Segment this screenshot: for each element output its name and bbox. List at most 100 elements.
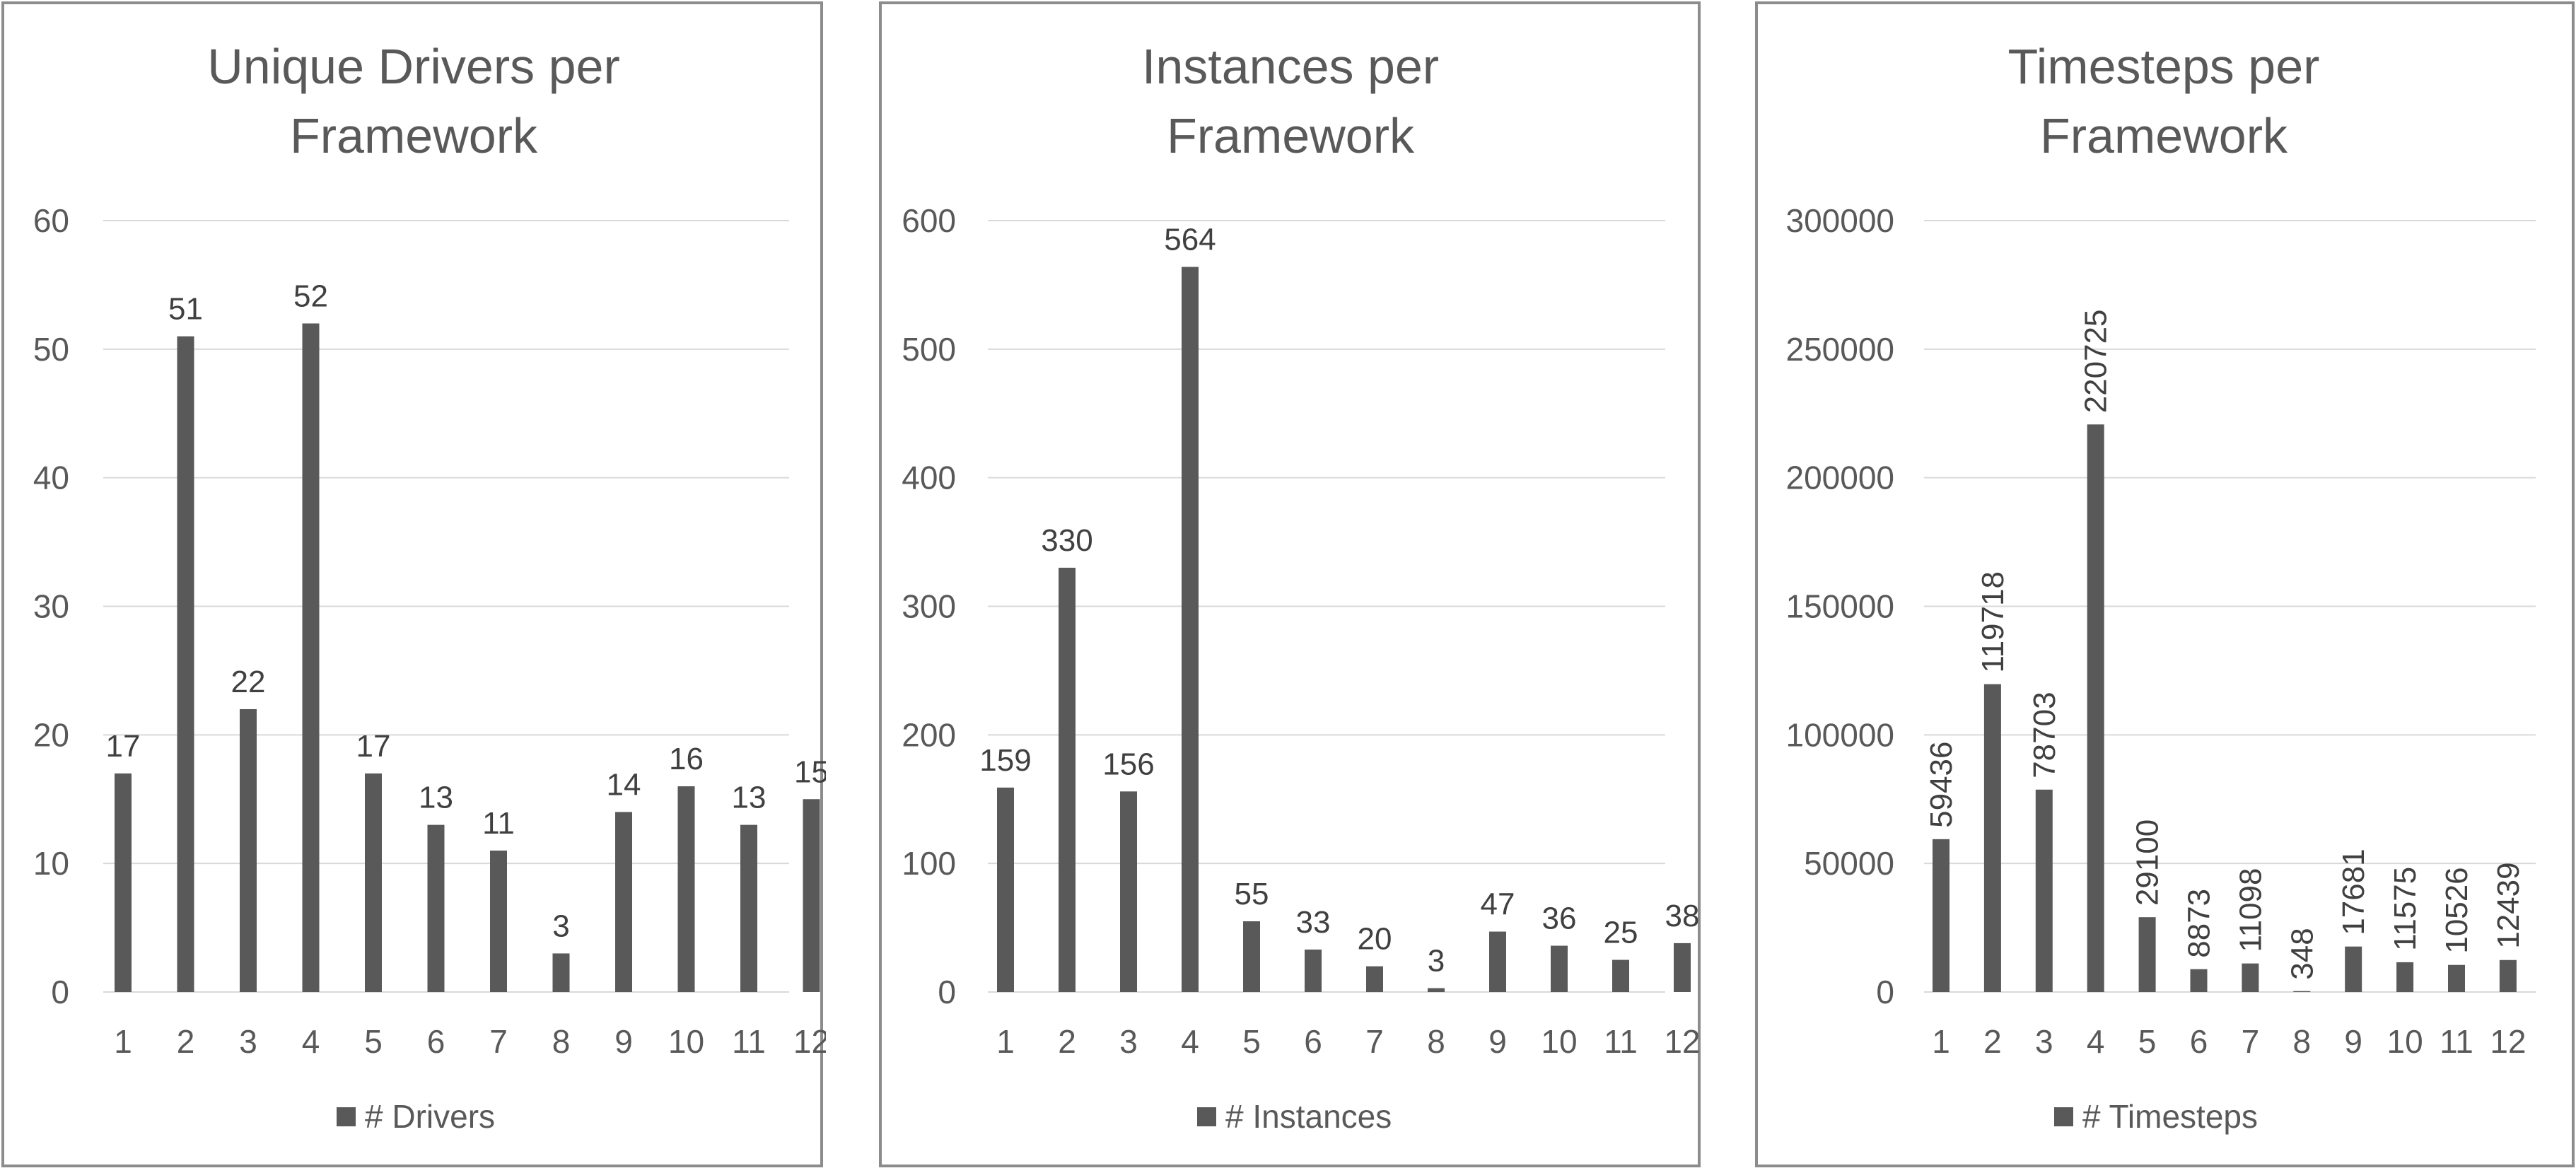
data-label: 11575 — [2388, 867, 2423, 951]
x-tick-label: 6 — [427, 1023, 445, 1060]
x-tick-label: 7 — [2242, 1023, 2260, 1060]
chart-panel-timesteps: Timesteps per Framework 0 50000 100000 150000… — [1755, 1, 2575, 1167]
chart-svg-instances: Instances per Framework 0 100 200 300 400 500 60… — [902, 39, 1700, 1135]
bar — [2138, 917, 2156, 992]
chart-panel-instances: Instances per Framework 0 100 200 300 400 500 60… — [879, 1, 1701, 1167]
bar — [365, 773, 382, 992]
y-tick-label: 50000 — [1804, 845, 1894, 882]
x-tick-label: 12 — [793, 1023, 826, 1060]
x-tick-label: 12 — [2490, 1023, 2526, 1060]
y-tick-label: 250000 — [1786, 331, 1895, 368]
bar — [302, 323, 320, 992]
x-tick-label: 11 — [732, 1023, 766, 1060]
data-label: 22 — [231, 665, 266, 699]
bar — [677, 786, 695, 992]
data-label: 348 — [2285, 928, 2319, 979]
x-tick-label: 10 — [2387, 1023, 2423, 1060]
x-tick-label: 5 — [1242, 1023, 1261, 1060]
x-tick-label: 9 — [614, 1023, 633, 1060]
data-label: 38 — [1665, 899, 1700, 933]
legend-swatch — [337, 1107, 356, 1126]
y-tick-label: 20 — [33, 716, 69, 753]
data-label: 3 — [1428, 944, 1445, 979]
bar — [1933, 839, 1950, 992]
x-tick-label: 10 — [668, 1023, 704, 1060]
bar — [240, 708, 257, 992]
x-tick-label: 6 — [2190, 1023, 2208, 1060]
legend-label: # Instances — [1225, 1098, 1392, 1135]
chart-title-line: Unique Drivers per — [207, 39, 620, 94]
x-tick-label: 10 — [1541, 1023, 1577, 1060]
legend-label: # Drivers — [365, 1098, 495, 1135]
data-label: 12439 — [2491, 862, 2526, 948]
data-label: 55 — [1235, 877, 1269, 911]
data-label: 10526 — [2440, 867, 2474, 953]
bar — [2345, 946, 2362, 992]
y-tick-label: 100 — [902, 845, 956, 882]
x-tick-label: 1 — [114, 1023, 132, 1060]
y-tick-label: 300000 — [1786, 202, 1895, 239]
data-label: 33 — [1296, 905, 1331, 940]
data-label: 13 — [732, 781, 767, 815]
data-label: 51 — [168, 292, 203, 327]
y-tick-label: 50 — [33, 331, 69, 368]
bar — [177, 336, 194, 992]
y-tick-label: 60 — [33, 202, 69, 239]
x-tick-label: 7 — [489, 1023, 508, 1060]
bar — [2499, 959, 2517, 992]
y-tick-label: 200 — [902, 716, 956, 753]
data-label: 13 — [419, 781, 453, 815]
x-tick-label: 11 — [1604, 1023, 1638, 1060]
data-label: 8873 — [2182, 889, 2217, 958]
x-tick-label: 2 — [1058, 1023, 1076, 1060]
bar — [615, 812, 632, 992]
bar — [2035, 789, 2053, 992]
x-tick-label: 3 — [2035, 1023, 2053, 1060]
bar — [2293, 991, 2311, 992]
chart-panel-drivers: Unique Drivers per Framework 0 10 20 30 40 50 60… — [1, 1, 826, 1167]
bar — [1983, 684, 2001, 992]
y-tick-label: 0 — [51, 974, 69, 1010]
data-label: 119718 — [1976, 571, 2010, 673]
data-label: 29100 — [2131, 819, 2165, 906]
y-tick-label: 500 — [902, 331, 956, 368]
bar — [2190, 969, 2208, 992]
data-label: 17 — [106, 729, 141, 764]
bar — [1674, 943, 1691, 992]
data-label: 220725 — [2079, 309, 2114, 413]
chart-svg-drivers: Unique Drivers per Framework 0 10 20 30 40 50 60… — [33, 39, 826, 1135]
chart-title-line: Instances per — [1142, 39, 1439, 94]
y-tick-label: 40 — [33, 460, 69, 496]
x-tick-label: 7 — [1365, 1023, 1384, 1060]
data-label: 17681 — [2336, 848, 2371, 935]
data-label: 78703 — [2027, 691, 2062, 778]
data-label: 16 — [669, 742, 704, 776]
data-label: 564 — [1164, 222, 1216, 257]
legend-label: # Timesteps — [2082, 1098, 2258, 1135]
x-tick-label: 4 — [2087, 1023, 2105, 1060]
x-tick-label: 2 — [1983, 1023, 2002, 1060]
bar — [1120, 791, 1137, 992]
chart-title-line: Framework — [1167, 108, 1415, 163]
x-tick-label: 1 — [1932, 1023, 1950, 1060]
data-label: 11 — [482, 806, 515, 841]
bar — [1059, 567, 1076, 992]
data-label: 3 — [552, 909, 569, 943]
x-tick-label: 1 — [996, 1023, 1015, 1060]
bar — [997, 787, 1014, 992]
chart-title-line: Framework — [290, 108, 538, 163]
chart-title-line: Framework — [2040, 108, 2288, 163]
x-tick-label: 9 — [1488, 1023, 1507, 1060]
x-tick-label: 3 — [239, 1023, 257, 1060]
y-tick-label: 400 — [902, 460, 956, 496]
bar — [1366, 966, 1383, 992]
x-tick-label: 4 — [302, 1023, 320, 1060]
data-label: 17 — [356, 729, 391, 764]
bar — [552, 953, 570, 992]
legend-swatch — [2054, 1107, 2073, 1126]
data-label: 15 — [794, 754, 826, 789]
data-label: 59436 — [1924, 741, 1959, 827]
bar — [2448, 964, 2465, 992]
legend-swatch — [1197, 1107, 1216, 1126]
x-tick-label: 9 — [2344, 1023, 2362, 1060]
